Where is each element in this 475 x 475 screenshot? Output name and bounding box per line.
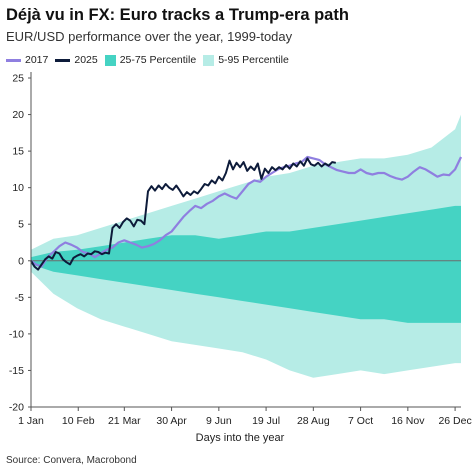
x-tick-label: 19 Jul (252, 415, 280, 427)
x-tick-label: 26 Dec (438, 415, 471, 427)
series-line-2025 (30, 157, 336, 271)
legend-label-2025: 2025 (74, 54, 98, 66)
legend-label-2017: 2017 (25, 54, 49, 66)
x-tick-label: 21 Mar (108, 415, 141, 427)
legend-swatch-5-95 (203, 54, 215, 66)
percentile-bands (31, 114, 461, 378)
axes: 25 20 15 10 5 0 -5 -10 -15 -201 Jan 10 Feb 21 Mar 30… (9, 72, 472, 427)
y-tick-label: 10 (12, 182, 24, 194)
y-tick-label: 15 (12, 146, 24, 158)
legend-swatch-2025 (55, 58, 71, 62)
legend: 2017 2025 25-75 Percentile 5-95 Percenti… (6, 54, 296, 66)
chart-title: Déjà vu in FX: Euro tracks a Trump-era p… (6, 6, 349, 24)
x-tick-label: 30 Apr (156, 415, 187, 427)
legend-label-5-95: 5-95 Percentile (218, 54, 289, 66)
chart-subtitle: EUR/USD performance over the year, 1999-… (6, 29, 293, 44)
legend-swatch-25-75 (104, 54, 116, 66)
x-tick-label: 7 Oct (348, 415, 373, 427)
band-25-75-percentile (31, 205, 461, 323)
y-tick-label: 20 (12, 109, 24, 121)
legend-item-25-75: 25-75 Percentile (104, 54, 197, 66)
x-tick-label: 16 Nov (391, 415, 425, 427)
y-tick-label: -5 (15, 292, 24, 304)
x-tick-label: 10 Feb (62, 415, 95, 427)
x-axis-title: Days into the year (196, 432, 285, 444)
series-lines (30, 155, 462, 271)
legend-item-2025: 2025 (55, 54, 98, 66)
y-tick-label: 5 (18, 219, 24, 231)
x-tick-label: 28 Aug (297, 415, 330, 427)
source-note: Source: Convera, Macrobond (6, 455, 137, 466)
series-line-2017 (30, 155, 462, 268)
legend-item-5-95: 5-95 Percentile (203, 54, 289, 66)
y-tick-label: -20 (9, 402, 24, 414)
legend-label-25-75: 25-75 Percentile (119, 54, 197, 66)
legend-swatch-2017 (6, 58, 21, 62)
x-tick-label: 9 Jun (206, 415, 232, 427)
y-tick-label: 0 (18, 255, 24, 267)
y-tick-label: 25 (12, 73, 24, 85)
x-tick-label: 1 Jan (18, 415, 44, 427)
legend-item-2017: 2017 (6, 54, 48, 66)
y-tick-label: -10 (9, 328, 24, 340)
y-tick-label: -15 (9, 365, 24, 377)
